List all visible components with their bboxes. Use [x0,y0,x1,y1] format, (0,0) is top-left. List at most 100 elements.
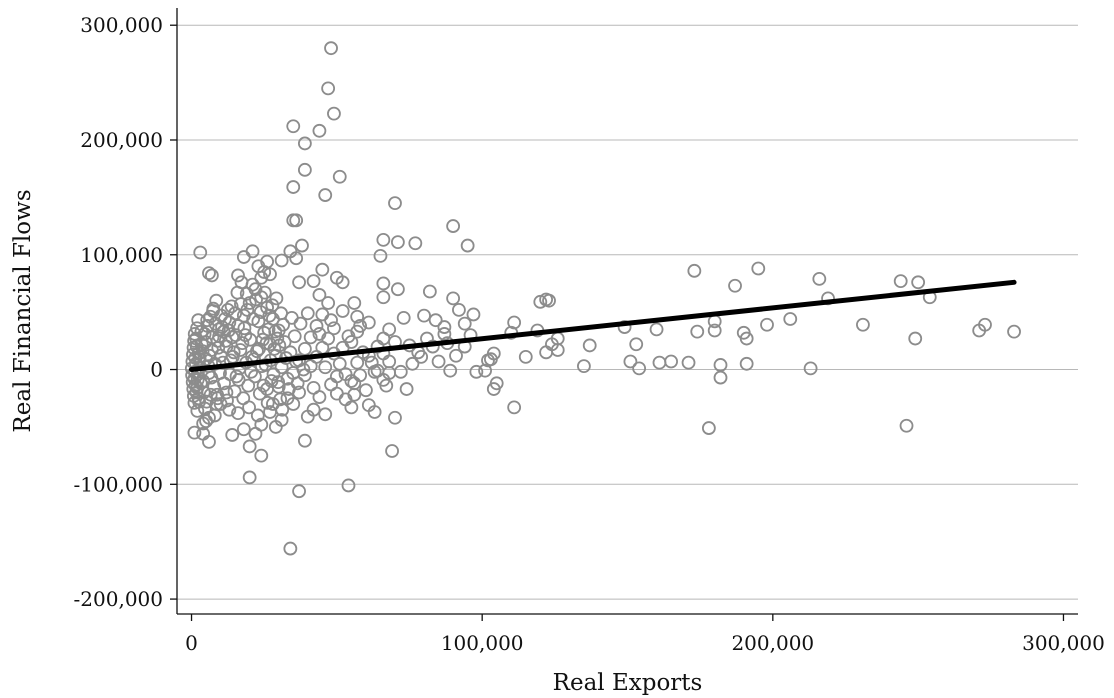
data-point [687,263,702,278]
y-tick-label: -100,000 [74,472,163,496]
data-point [296,362,311,377]
data-point [751,261,766,276]
data-point [191,313,206,328]
data-point [899,418,914,433]
data-point [187,395,202,410]
data-point [385,444,399,458]
data-point [347,296,362,310]
data-point [256,378,271,393]
data-point [629,337,644,352]
data-point [978,317,992,332]
data-point [228,328,243,343]
data-point [306,402,321,417]
x-axis-ticks: 0 100,000 200,000 300,000 [185,614,1105,655]
data-point [893,274,908,289]
data-point [341,329,356,344]
data-point [273,392,288,407]
data-point [193,245,208,260]
data-point [856,317,870,332]
data-point [353,319,368,333]
data-point [443,363,458,378]
data-point [286,119,301,134]
data-point [728,278,742,293]
data-point [242,400,256,415]
data-point [681,355,696,370]
data-point [539,345,554,360]
x-tick-label: 0 [185,631,198,655]
data-point [373,249,388,263]
data-point [198,401,212,416]
y-tick-label: 100,000 [80,243,163,267]
data-point [478,363,492,378]
data-point [760,317,774,332]
data-point [414,350,429,364]
data-point [245,244,260,259]
data-point [231,372,246,387]
data-point [321,296,336,310]
data-point [324,41,338,56]
data-point [350,355,365,370]
data-point [446,219,461,233]
data-point [388,196,402,211]
data-point [233,343,248,357]
data-point [242,470,257,485]
data-point [210,387,225,402]
fit-line-group [189,279,1017,373]
data-point [257,285,272,300]
data-point [202,434,216,449]
data-point [231,268,245,283]
data-point [344,400,359,415]
data-point [327,106,341,121]
data-point [332,169,347,184]
data-point [271,375,286,390]
x-tick-label: 300,000 [1022,631,1105,655]
data-point [280,391,295,406]
data-point [370,363,385,378]
data-point [315,307,330,322]
data-point [347,376,362,391]
data-point [196,426,211,441]
data-point [263,267,277,282]
gridlines [177,24,1078,600]
data-point [266,367,281,382]
data-point [303,330,318,345]
data-point [295,238,309,253]
data-point [187,425,202,440]
data-point [290,376,305,391]
data-point [186,347,200,362]
data-point [393,364,408,379]
data-point [221,323,236,338]
data-point [911,275,926,290]
data-point [390,282,405,297]
data-points [184,41,1021,556]
data-point [466,307,481,322]
data-point [388,410,402,425]
data-point [306,274,321,289]
data-point [211,340,226,355]
data-point [329,369,344,384]
data-point [309,319,324,333]
data-point [329,386,344,401]
data-point [293,316,308,331]
data-point [376,232,391,247]
data-point [199,414,213,429]
data-point [269,291,284,306]
data-point [254,448,269,463]
data-point [623,354,638,369]
data-point [341,478,356,493]
data-point [300,306,315,321]
data-point [264,374,279,388]
data-point [214,308,229,323]
data-point [283,541,298,556]
data-point [318,407,333,422]
data-point [292,275,306,290]
x-tick-label: 200,000 [731,631,814,655]
data-point [577,359,591,373]
data-point [707,323,722,338]
y-tick-label: 300,000 [80,13,163,37]
data-point [252,386,267,401]
data-point [312,123,327,138]
data-point [236,250,251,264]
data-point [350,309,365,324]
data-point [190,321,204,336]
